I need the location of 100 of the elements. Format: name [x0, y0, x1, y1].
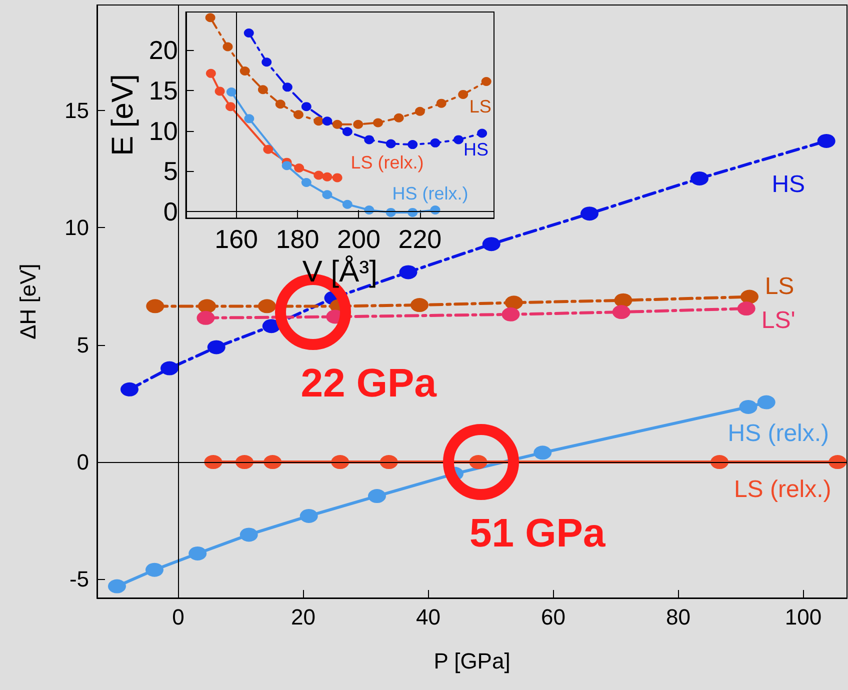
point [188, 546, 207, 560]
x-tick-label: 60 [541, 604, 566, 630]
series-label: HS [772, 170, 806, 199]
point [198, 299, 216, 314]
point [282, 82, 292, 92]
point [205, 13, 216, 22]
point [332, 120, 342, 129]
y-axis-title: ΔH [eV] [16, 264, 40, 340]
point [502, 307, 520, 322]
point [710, 455, 728, 470]
point [353, 120, 364, 129]
point [482, 237, 500, 252]
series-label: LS (relx.) [734, 476, 832, 504]
x-tick-label: 80 [666, 604, 690, 630]
x-tick-label: 200 [337, 224, 380, 254]
point [160, 361, 178, 376]
point [236, 455, 254, 470]
point [293, 110, 304, 120]
point [240, 66, 250, 76]
x-tick-label: 20 [291, 604, 316, 630]
point [222, 42, 233, 52]
point [275, 100, 286, 109]
point [207, 340, 226, 354]
y-tick-label: 5 [76, 332, 89, 358]
y-tick-label: 5 [163, 156, 178, 186]
point [196, 310, 215, 325]
x-tick-label: 100 [784, 604, 822, 630]
point [314, 116, 324, 126]
point [331, 455, 350, 470]
annotation: 51 GPa [470, 512, 606, 557]
series-label: LS [469, 96, 492, 117]
annotation: 22 GPa [300, 362, 436, 407]
series-label: HS [464, 140, 489, 161]
x-tick-label: 40 [416, 604, 440, 630]
x-tick-label: 220 [398, 224, 442, 254]
point [332, 173, 342, 182]
point [477, 128, 488, 138]
point [206, 68, 216, 78]
series-label: HS (relx.) [728, 420, 830, 448]
point [214, 86, 225, 96]
y-tick-label: 10 [148, 116, 178, 146]
point [504, 296, 523, 310]
point [410, 298, 428, 312]
x-axis-title: P [GPa] [434, 648, 510, 674]
point [817, 134, 836, 148]
point [737, 302, 756, 316]
y-tick-label: 20 [148, 34, 178, 65]
point [828, 455, 847, 470]
point [258, 299, 276, 314]
point [314, 170, 324, 180]
point [394, 113, 404, 122]
point [534, 446, 552, 460]
point [368, 489, 386, 504]
point [414, 106, 425, 116]
point [204, 455, 222, 470]
point [740, 290, 758, 304]
y-axis-title: E [eV] [106, 74, 140, 156]
y-tick-label: 15 [64, 98, 89, 123]
y-tick-label: 0 [76, 450, 89, 475]
y-tick-label: -5 [69, 566, 89, 592]
point [244, 28, 254, 38]
point [342, 127, 352, 136]
x-tick-label: 180 [276, 224, 320, 254]
point [301, 102, 312, 112]
point [301, 178, 312, 188]
point [757, 395, 776, 410]
point [580, 206, 598, 221]
point [282, 161, 292, 170]
series-label: LS (relx.) [350, 152, 424, 174]
point [399, 265, 418, 280]
point [294, 163, 304, 172]
point [322, 116, 332, 126]
point [244, 114, 254, 124]
point [408, 140, 418, 150]
point [614, 293, 632, 308]
point [240, 528, 258, 542]
point [322, 172, 332, 182]
point [146, 299, 164, 314]
point [690, 171, 708, 186]
y-tick-label: 15 [148, 75, 178, 106]
point [481, 77, 492, 86]
y-tick-label: 10 [64, 215, 89, 240]
point [258, 85, 268, 94]
point [458, 90, 468, 99]
point [436, 98, 446, 108]
point [262, 58, 272, 67]
x-tick-label: 160 [214, 224, 258, 254]
series-label: HS (relx.) [392, 184, 468, 205]
point [322, 190, 332, 200]
point [264, 455, 282, 470]
point [469, 455, 488, 470]
point [226, 102, 236, 112]
point [612, 305, 630, 320]
series-label: LS' [761, 306, 796, 335]
point [300, 508, 318, 523]
point [226, 88, 236, 97]
point [108, 579, 126, 594]
point [739, 400, 758, 414]
point [454, 135, 464, 144]
point [342, 200, 352, 209]
